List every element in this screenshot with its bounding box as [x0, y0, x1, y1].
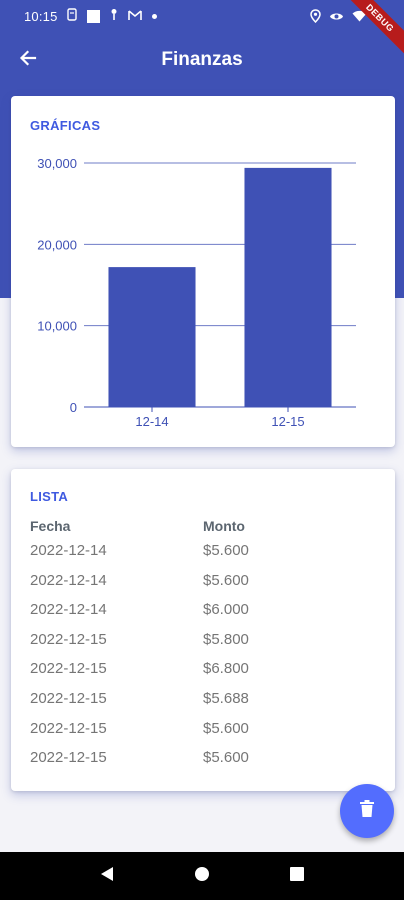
row-amount: $5.600 [203, 719, 249, 737]
nav-home-button[interactable] [182, 856, 222, 896]
row-date: 2022-12-14 [30, 601, 107, 619]
wifi-icon [352, 10, 367, 25]
system-nav-bar [0, 852, 404, 900]
row-amount: $6.800 [203, 660, 249, 678]
row-date: 2022-12-15 [30, 689, 107, 707]
bar-chart: 0 10,000 20,000 30,000 12-14 12-15 [37, 156, 356, 429]
chart-card-heading: GRÁFICAS [30, 118, 101, 133]
list-header: Fecha Monto [30, 518, 370, 536]
row-amount: $5.600 [203, 542, 249, 559]
row-date: 2022-12-14 [30, 571, 107, 589]
x-tick-label: 12-14 [135, 414, 168, 429]
row-amount: $5.800 [203, 630, 249, 648]
delete-fab-button[interactable] [340, 784, 394, 838]
gmail-icon [127, 9, 142, 24]
list-row: 2022-12-15 $6.800 [30, 658, 370, 688]
list-rows: 2022-12-14 $5.600 2022-12-14 $5.600 2022… [30, 540, 370, 777]
list-card-heading: LISTA [30, 489, 69, 504]
list-row: 2022-12-15 $5.600 [30, 718, 370, 748]
y-tick-label: 20,000 [37, 237, 77, 252]
page-title: Finanzas [161, 49, 243, 70]
delete-icon [359, 799, 375, 823]
list-row: 2022-12-15 $5.688 [30, 688, 370, 718]
location-icon [310, 9, 321, 26]
list-row: 2022-12-14 $5.600 [30, 540, 370, 570]
nav-back-triangle-icon [100, 866, 114, 887]
row-date: 2022-12-15 [30, 660, 107, 678]
list-card: LISTA Fecha Monto 2022-12-14 $5.600 2022… [11, 469, 395, 791]
nav-home-circle-icon [194, 866, 210, 887]
row-amount: $6.000 [203, 601, 249, 619]
sim-card-icon [66, 8, 77, 24]
list-row: 2022-12-14 $6.000 [30, 599, 370, 629]
signal-tower-icon [109, 8, 119, 24]
eye-icon [329, 10, 344, 25]
nav-recents-button[interactable] [277, 856, 317, 896]
row-amount: $5.688 [203, 689, 249, 707]
row-date: 2022-12-14 [30, 542, 107, 559]
column-header-date: Fecha [30, 518, 71, 534]
bar [108, 267, 196, 407]
status-time: 10:15 [24, 8, 58, 24]
list-row: 2022-12-14 $5.600 [30, 570, 370, 600]
column-header-amount: Monto [203, 518, 245, 534]
app-bar: Finanzas [0, 32, 404, 88]
list-row: 2022-12-15 $5.800 [30, 629, 370, 659]
back-button[interactable] [14, 46, 42, 74]
row-date: 2022-12-15 [30, 749, 107, 767]
nav-recents-square-icon [289, 866, 304, 886]
bar [244, 167, 332, 407]
row-amount: $5.600 [203, 571, 249, 589]
y-tick-label: 10,000 [37, 319, 77, 334]
y-tick-label: 30,000 [37, 156, 77, 171]
row-amount: $5.600 [203, 749, 249, 767]
notification-square-icon [86, 9, 100, 23]
row-date: 2022-12-15 [30, 719, 107, 737]
more-notifications-dot-icon [151, 13, 157, 19]
nav-back-button[interactable] [87, 856, 127, 896]
arrow-back-icon [19, 49, 37, 72]
x-tick-label: 12-15 [271, 414, 304, 429]
y-tick-label: 0 [70, 400, 77, 415]
chart-card: GRÁFICAS 0 10,000 20,000 30,000 12-14 12-15 [11, 96, 395, 447]
list-row: 2022-12-15 $5.600 [30, 747, 370, 777]
row-date: 2022-12-15 [30, 630, 107, 648]
